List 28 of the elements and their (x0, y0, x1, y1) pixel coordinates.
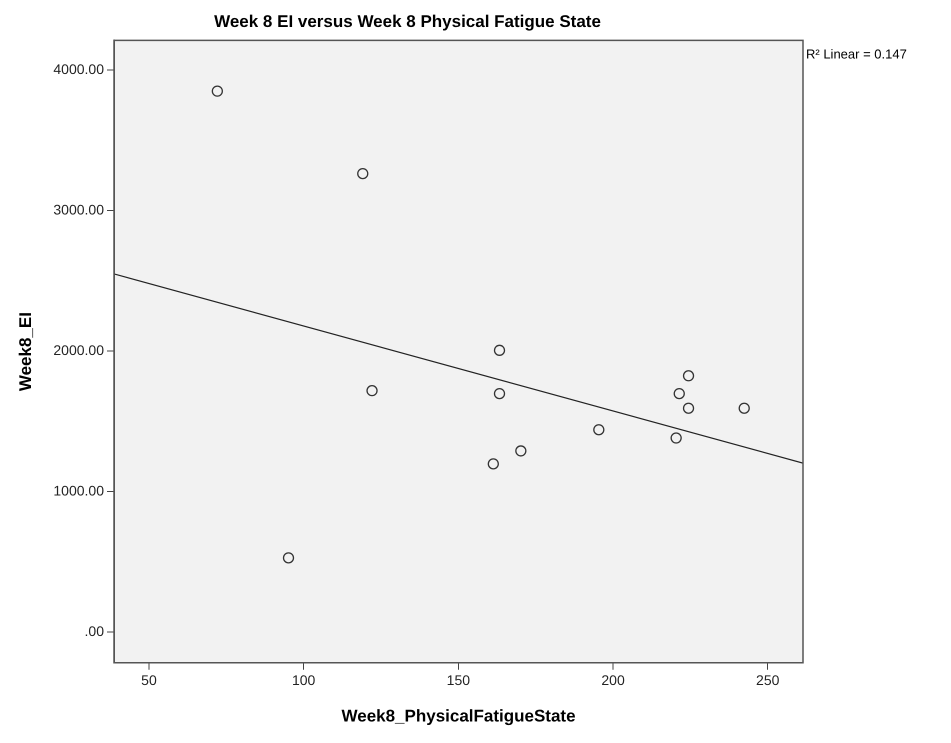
point (366, 385, 378, 396)
point (674, 388, 685, 400)
point (515, 445, 526, 457)
y-tick-label: 2000.00 (53, 342, 104, 358)
y-tick-label: 3000.00 (53, 201, 104, 218)
x-tick-label: 200 (601, 672, 625, 688)
y-axis-title: Week8_EI (16, 312, 35, 392)
point (494, 344, 506, 356)
y-tick-label: .00 (84, 622, 104, 639)
text: R² Linear = 0.147 (806, 46, 907, 62)
chart-title: Week 8 EI versus Week 8 Physical Fatigue State (214, 12, 601, 31)
point (357, 168, 368, 180)
x-tick-label: 100 (292, 672, 316, 688)
point (488, 458, 499, 470)
y-tick-label: 4000.00 (53, 60, 104, 77)
point (212, 85, 223, 97)
point (738, 402, 750, 414)
point (494, 388, 506, 400)
x-tick-label: 50 (141, 672, 157, 688)
point (670, 432, 682, 444)
x-tick-label: 250 (756, 672, 780, 688)
point (282, 552, 294, 564)
point (593, 424, 604, 436)
point (682, 402, 694, 414)
point (682, 370, 694, 382)
x-tick-label: 150 (446, 672, 470, 688)
x-axis-title: Week8_PhysicalFatigueState (341, 706, 576, 726)
y-tick-label: 1000.00 (53, 482, 104, 498)
